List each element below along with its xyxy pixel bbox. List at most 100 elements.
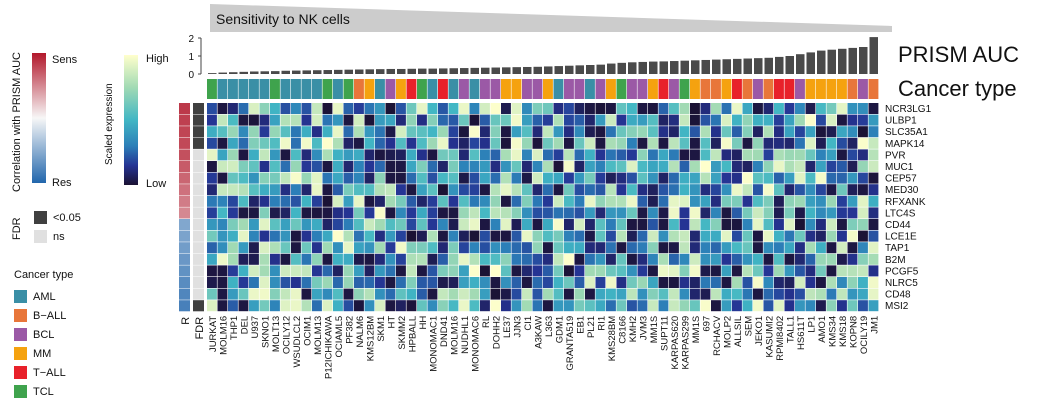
auc-bar [817, 50, 826, 74]
heatmap-cell [606, 265, 616, 277]
cancer-type-legend-swatch [14, 328, 27, 341]
cell-line-label: JURKAT [208, 316, 219, 352]
heatmap-cell [763, 103, 774, 114]
heatmap-cell [585, 126, 595, 138]
heatmap-cell [858, 207, 868, 219]
cell-line-label: JEKO1 [754, 316, 765, 346]
heatmap-cell [312, 230, 322, 242]
heatmap-cell [847, 219, 858, 230]
heatmap-cell [417, 253, 427, 265]
heatmap-cell [816, 230, 826, 242]
cell-line-label: KMS18 [838, 316, 849, 347]
expression-legend-low: Low [146, 178, 166, 190]
heatmap-cell [732, 277, 742, 288]
heatmap-cell [669, 137, 679, 149]
heatmap-cell [795, 207, 805, 219]
heatmap-cell [585, 161, 595, 172]
heatmap-cell [396, 114, 406, 126]
heatmap-cell [343, 242, 354, 254]
heatmap-cell [238, 149, 249, 161]
heatmap-cell [837, 207, 847, 219]
heatmap-cell [721, 149, 732, 161]
heatmap-cell [553, 265, 564, 277]
heatmap-cell [847, 230, 858, 242]
cell-line-label: KASUMI2 [764, 316, 775, 358]
heatmap-cell [532, 300, 543, 312]
heatmap-cell [595, 230, 606, 242]
heatmap-cell [375, 265, 385, 277]
heatmap-cell [417, 265, 427, 277]
heatmap-cell [301, 103, 312, 114]
heatmap-cell [774, 242, 784, 254]
heatmap-cell [774, 126, 784, 138]
auc-bar [754, 58, 763, 74]
heatmap-cell [826, 137, 837, 149]
heatmap-cell [658, 207, 669, 219]
heatmap-cell [658, 300, 669, 312]
heatmap-cell [690, 242, 700, 254]
auc-bar [544, 66, 553, 74]
heatmap-cell [469, 300, 480, 312]
heatmap-cell [574, 184, 585, 196]
heatmap-cell [826, 265, 837, 277]
heatmap-cell [364, 126, 375, 138]
gene-label: ULBP1 [885, 116, 917, 127]
heatmap-cell [595, 300, 606, 312]
heatmap-cell [438, 114, 448, 126]
heatmap-cell [501, 184, 511, 196]
heatmap-cell [721, 172, 732, 184]
cancer-type-cell [301, 79, 312, 99]
heatmap-cell [207, 184, 217, 196]
heatmap-cell [396, 172, 406, 184]
cell-line-label: OCIM1 [302, 316, 313, 346]
heatmap-cell [784, 207, 795, 219]
heatmap-cell [249, 288, 259, 300]
heatmap-cell [805, 161, 816, 172]
heatmap-cell [249, 114, 259, 126]
heatmap-cell [333, 207, 343, 219]
heatmap-cell [564, 277, 574, 288]
heatmap-cell [343, 253, 354, 265]
heatmap-cell [280, 242, 291, 254]
cell-line-label: ALLSIL [733, 316, 744, 347]
heatmap-cell [333, 288, 343, 300]
heatmap-cell [763, 253, 774, 265]
heatmap-cell [207, 172, 217, 184]
heatmap-cell [543, 277, 553, 288]
heatmap-cell [417, 230, 427, 242]
cancer-type-cell [595, 79, 606, 99]
heatmap-cell [637, 195, 648, 207]
heatmap-cell [774, 253, 784, 265]
heatmap-cell [627, 114, 637, 126]
heatmap-cell [438, 300, 448, 312]
auc-bar [575, 65, 584, 74]
heatmap-cell [406, 184, 417, 196]
heatmap-cell [427, 242, 438, 254]
heatmap-cell [270, 172, 280, 184]
heatmap-cell [459, 114, 469, 126]
heatmap-cell [679, 172, 690, 184]
heatmap-cell [763, 230, 774, 242]
heatmap-cell [868, 195, 879, 207]
heatmap-cell [385, 300, 396, 312]
heatmap-cell [847, 114, 858, 126]
heatmap-cell [690, 126, 700, 138]
heatmap-cell [732, 300, 742, 312]
heatmap-cell [553, 288, 564, 300]
heatmap-cell [511, 126, 522, 138]
heatmap-cell [459, 288, 469, 300]
heatmap-cell [501, 230, 511, 242]
cell-line-label: RI1 [596, 316, 607, 331]
heatmap-cell [469, 103, 480, 114]
heatmap-cell [648, 277, 658, 288]
heatmap-cell [784, 265, 795, 277]
fdr-cell [193, 161, 204, 173]
heatmap-cell [448, 114, 459, 126]
heatmap-cell [679, 114, 690, 126]
auc-bar [638, 61, 647, 74]
heatmap-cell [753, 172, 763, 184]
heatmap-cell [427, 277, 438, 288]
heatmap-cell [574, 161, 585, 172]
heatmap-cell [301, 149, 312, 161]
heatmap-cell [585, 184, 595, 196]
